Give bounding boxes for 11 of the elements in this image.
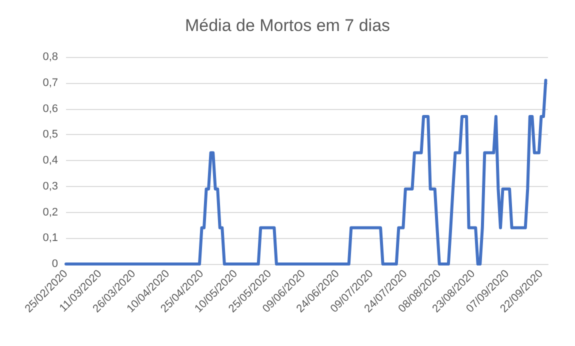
y-tick-label: 0 xyxy=(52,258,58,270)
y-tick-label: 0,5 xyxy=(42,128,58,141)
y-tick-label: 0,6 xyxy=(42,102,58,115)
y-tick-label: 0,7 xyxy=(42,76,58,89)
y-tick-label: 0,3 xyxy=(42,180,58,192)
line-series xyxy=(64,78,548,266)
y-tick-label: 0,1 xyxy=(42,232,58,244)
y-tick-label: 0,2 xyxy=(42,206,58,218)
y-tick-label: 0,8 xyxy=(42,51,58,63)
y-tick-label: 0,4 xyxy=(42,154,58,166)
chart-title: Média de Mortos em 7 dias xyxy=(184,16,390,35)
